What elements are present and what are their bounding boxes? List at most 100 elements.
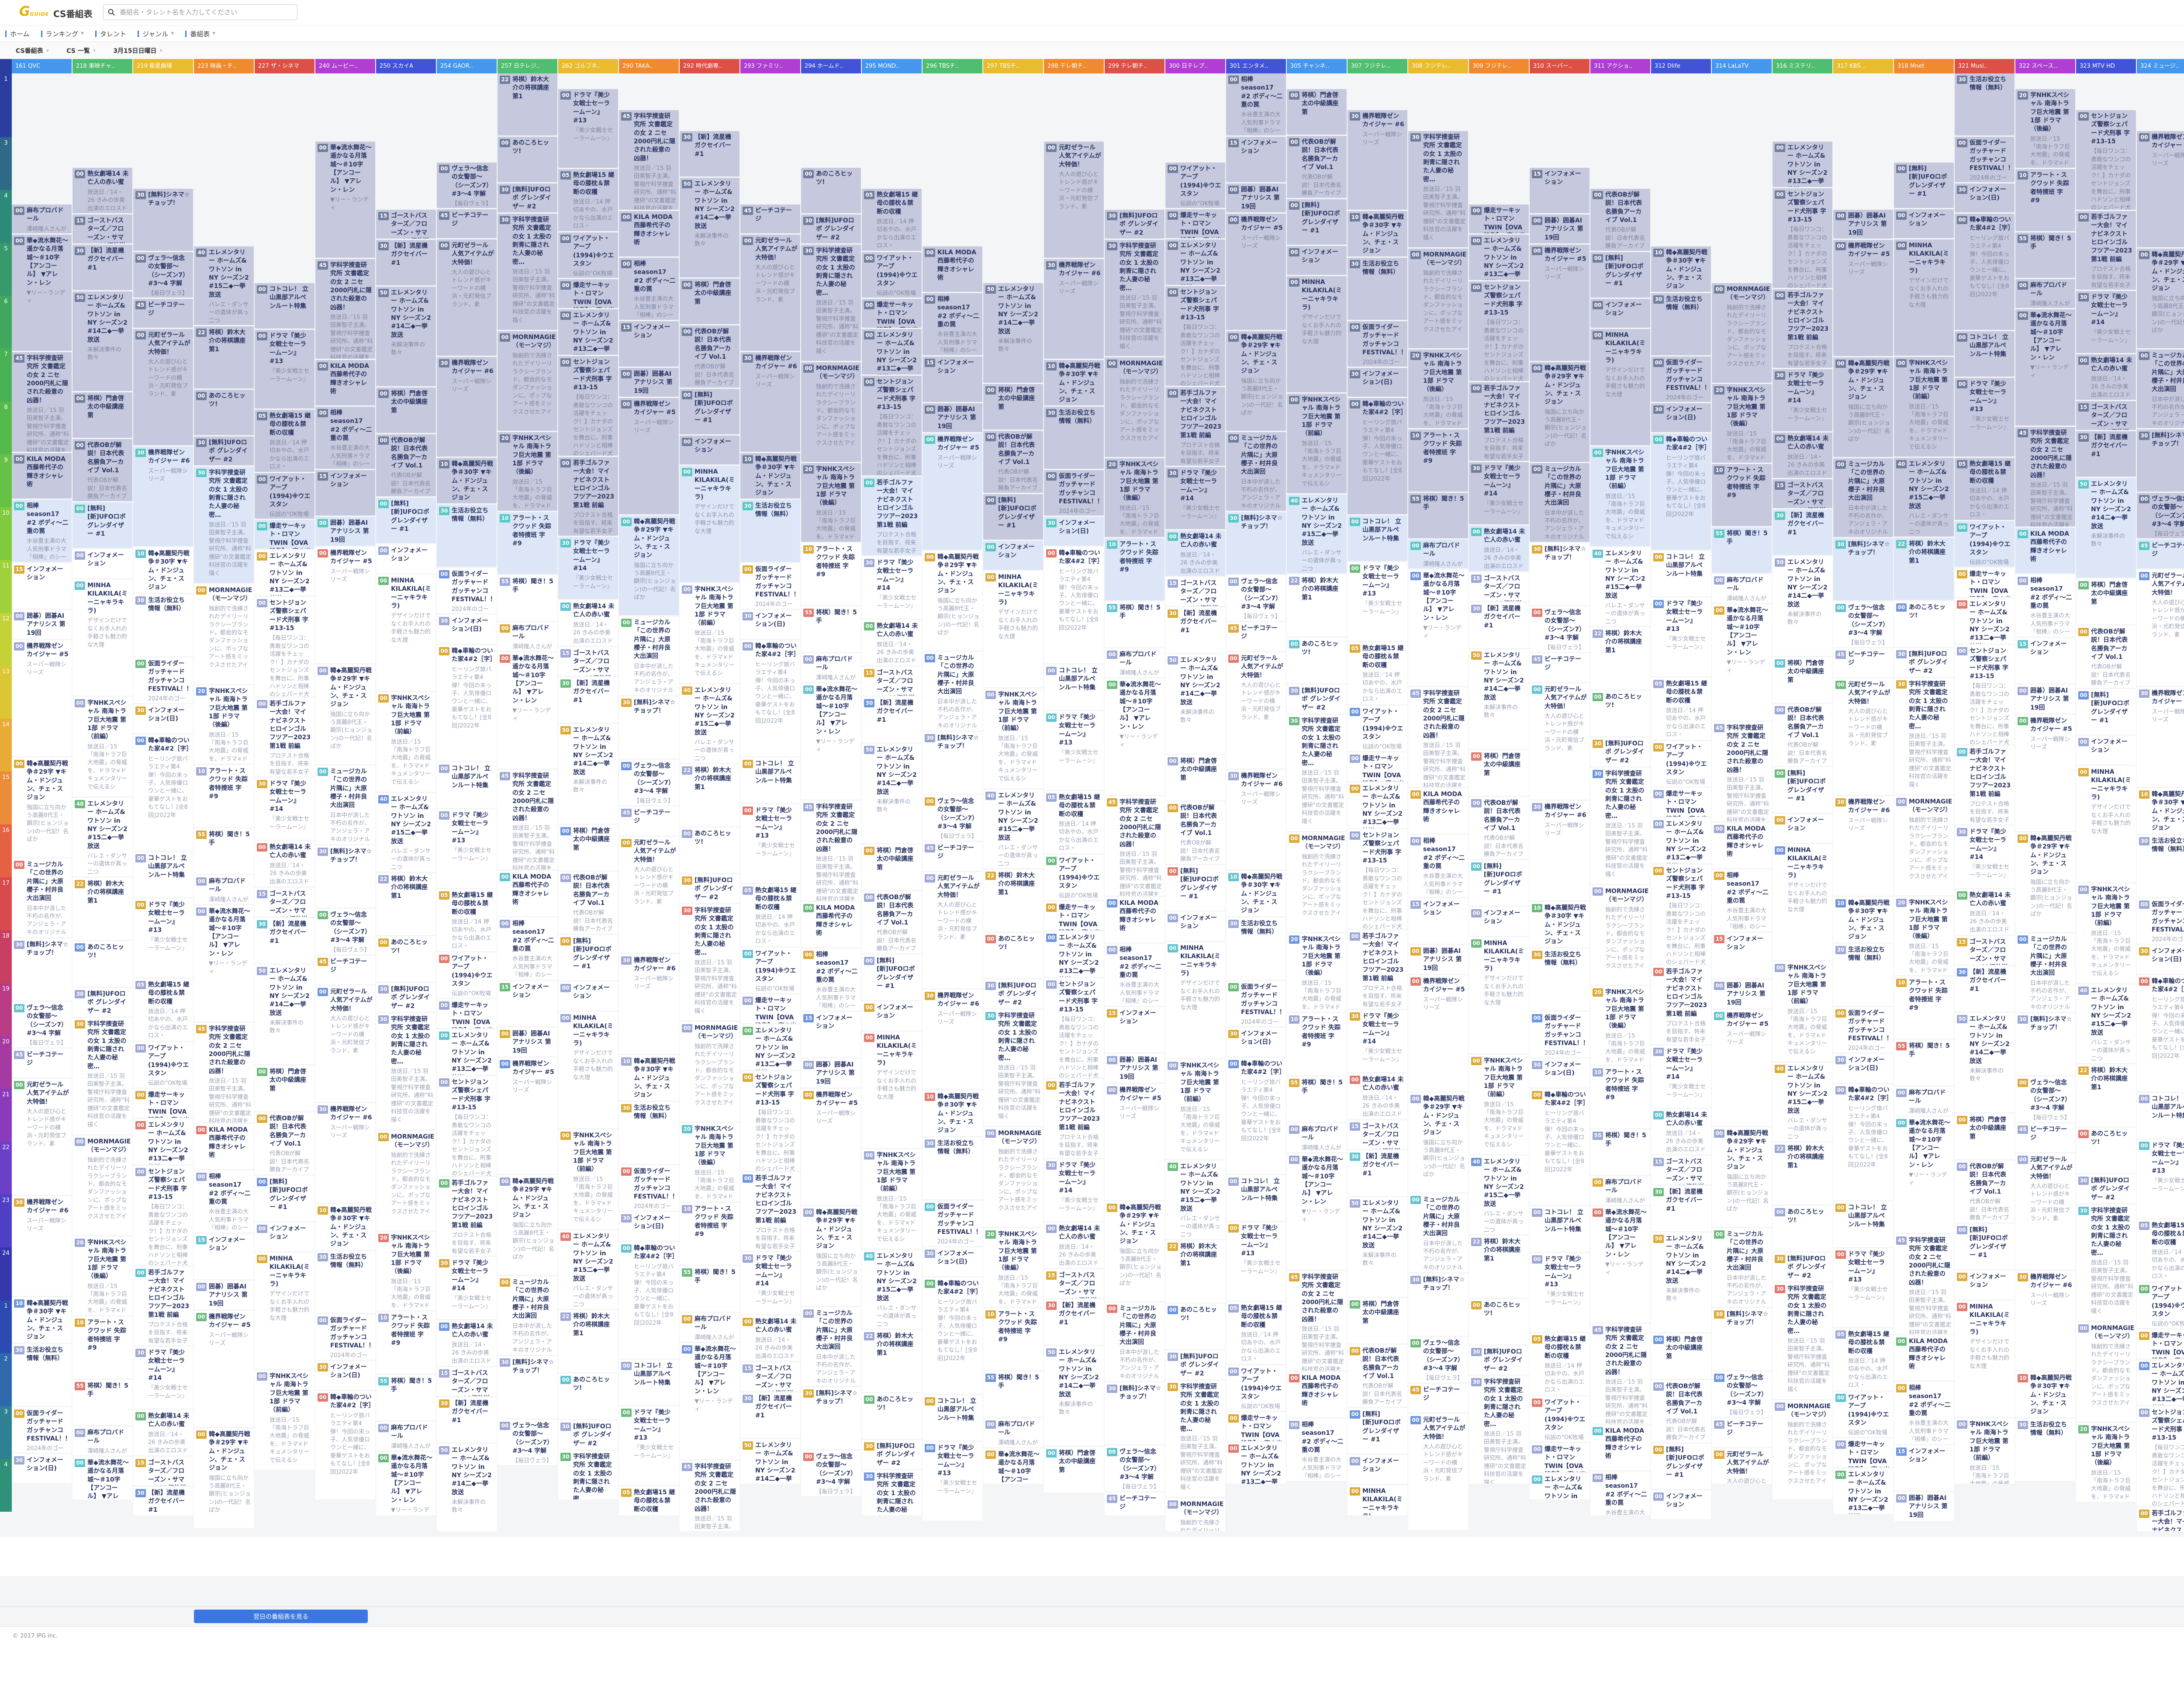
program-card[interactable]: 30 [無料]UFOロボ グレンダイザー #2 bbox=[1894, 648, 1954, 677]
program-card[interactable]: 00 字NHKスペシャル 南海トラフ巨大地震 第1部 ドラマ（前編） 放送日／15 … bbox=[73, 697, 132, 796]
program-card[interactable]: 00麻布プロバドール澤崎隆人さんがお届けするエレガントで心地よいコレクション「麻… bbox=[983, 1418, 1043, 1447]
program-card[interactable]: 00華◆流水舞花～遥かなる月落城～＃10字【アンコール】 ▼アレン・レン▼リー・… bbox=[73, 1457, 132, 1499]
program-card[interactable]: 00 インフォメーション bbox=[2076, 736, 2136, 765]
program-card[interactable]: 30 【新】流星機ガクセイバー#1 bbox=[1651, 1186, 1711, 1231]
program-card[interactable]: 00ワイアット・アープ(1994)※ウエスタン伝説の"OK牧場の決斗"に至るワイ… bbox=[1833, 1392, 1893, 1437]
program-card[interactable]: 10 アラート・スクワッド 失踪者特捜班 字 #9 bbox=[498, 512, 557, 574]
program-card[interactable]: 45 字科学捜査研究所 文書鑑定の女 2 ニセ2000円札に隠された殺意の凶器！放… bbox=[1408, 687, 1468, 787]
program-card[interactable]: 10 アラート・スクワッド 失踪者特捜班 字 #9 bbox=[680, 1203, 740, 1265]
program-card[interactable]: 30 【新】流星機ガクセイバー#1 bbox=[862, 697, 922, 742]
program-card[interactable]: 40 エレメンタリー ホームズ&ワトソン in NY シーズン2 #15二◆一挙放… bbox=[1894, 458, 1954, 537]
program-card[interactable]: 00 代表OBが解説！日本代表名勝負アーカイブ Vol.1 代表OBが解説！日本代表… bbox=[1955, 1160, 2015, 1222]
program-card[interactable]: 00 インフォメーション bbox=[558, 982, 618, 1011]
program-card[interactable]: 30 [無料]UFOロボ グレンダイザー #2 bbox=[801, 215, 861, 243]
program-card[interactable]: 00 インフォメーション bbox=[1955, 1271, 2015, 1299]
program-card[interactable]: 00 KILA MODA 西藤希代子の輝きオシャレ術 bbox=[1287, 1372, 1347, 1417]
program-card[interactable]: 30 【新】流星機ガクセイバー#1 bbox=[2076, 431, 2136, 477]
program-card[interactable]: 15 インフォメーション bbox=[1530, 168, 1590, 213]
program-card[interactable]: 00麻布プロバドール澤崎隆人さんがお届けするエレガントで心地よいコレクション「麻… bbox=[1105, 648, 1165, 677]
program-card[interactable]: 40 エレメンタリー ホームズ&ワトソン in NY シーズン2 #15二◆一挙放… bbox=[2076, 984, 2136, 1063]
program-card[interactable]: 00 将棋）門倉啓太の中級講座 第 bbox=[1469, 750, 1529, 796]
program-card[interactable]: 55 将棋）聞き！5手 bbox=[1590, 1129, 1650, 1175]
program-card[interactable]: 20 字NHKスペシャル 南海トラフ巨大地震 第1部 ドラマ（後編） 放送日／15 … bbox=[1894, 897, 1954, 975]
program-card[interactable]: 40 エレメンタリー ホームズ&ワトソン in NY シーズン2 #15二◆一挙放… bbox=[73, 798, 132, 876]
program-card[interactable]: 30 [無料]UFOロボ グレンダイザー #2 bbox=[73, 988, 132, 1017]
program-card[interactable]: 20 字NHKスペシャル 南海トラフ巨大地震 第1部 ドラマ（後編） 放送日／15 … bbox=[2015, 89, 2075, 168]
program-card[interactable]: 30 【新】流星機ガクセイバー#1 bbox=[1773, 509, 1832, 555]
program-card[interactable]: 40 エレメンタリー ホームズ&ワトソン in NY シーズン2 #15二◆一挙放… bbox=[680, 684, 740, 763]
program-card[interactable]: 00麻布プロバドール澤崎隆人さんがお届けするエレガントで心地よいコレクション「麻… bbox=[1894, 1087, 1954, 1115]
channel-header[interactable]: 316 ミステリ.. bbox=[1773, 59, 1832, 73]
program-card[interactable]: 00 囲碁）囲碁AIアナリシス 第19回 bbox=[2015, 685, 2075, 713]
program-card[interactable]: 00 あのころヒッツ! bbox=[680, 828, 740, 873]
program-card[interactable]: 00麻布プロバドール澤崎隆人さんがお届けするエレガントで心地よいコレクション「麻… bbox=[1712, 574, 1772, 603]
program-card[interactable]: 00 インフォメーション bbox=[255, 1222, 314, 1251]
channel-header[interactable]: 309 フジテレ.. bbox=[1469, 59, 1529, 73]
program-card[interactable]: 10 アラート・スクワッド 失踪者特捜班 字 #9 bbox=[194, 765, 254, 827]
program-card[interactable]: 00麻布プロバドール澤崎隆人さんがお届けするエレガントで心地よいコレクション「麻… bbox=[1590, 1176, 1650, 1205]
channel-header[interactable]: 254 GAOR.. bbox=[437, 59, 497, 73]
channel-header[interactable]: 297 TBSチ.. bbox=[983, 59, 1043, 73]
program-card[interactable]: 30 【新】流星機ガクセイバー#1 bbox=[376, 240, 436, 285]
program-card[interactable]: 30[無料]シネマ☆チョップ！ bbox=[801, 1387, 861, 1449]
program-card[interactable]: 45 字科学捜査研究所 文書鑑定の女 2 ニセ2000円札に隠された殺意の凶器！放… bbox=[1105, 796, 1165, 896]
program-card[interactable]: 00 囲碁）囲碁AIアナリシス 第19回 bbox=[923, 403, 982, 432]
program-card[interactable]: 30 [無料]UFOロボ グレンダイザー #2 bbox=[1469, 1346, 1529, 1375]
